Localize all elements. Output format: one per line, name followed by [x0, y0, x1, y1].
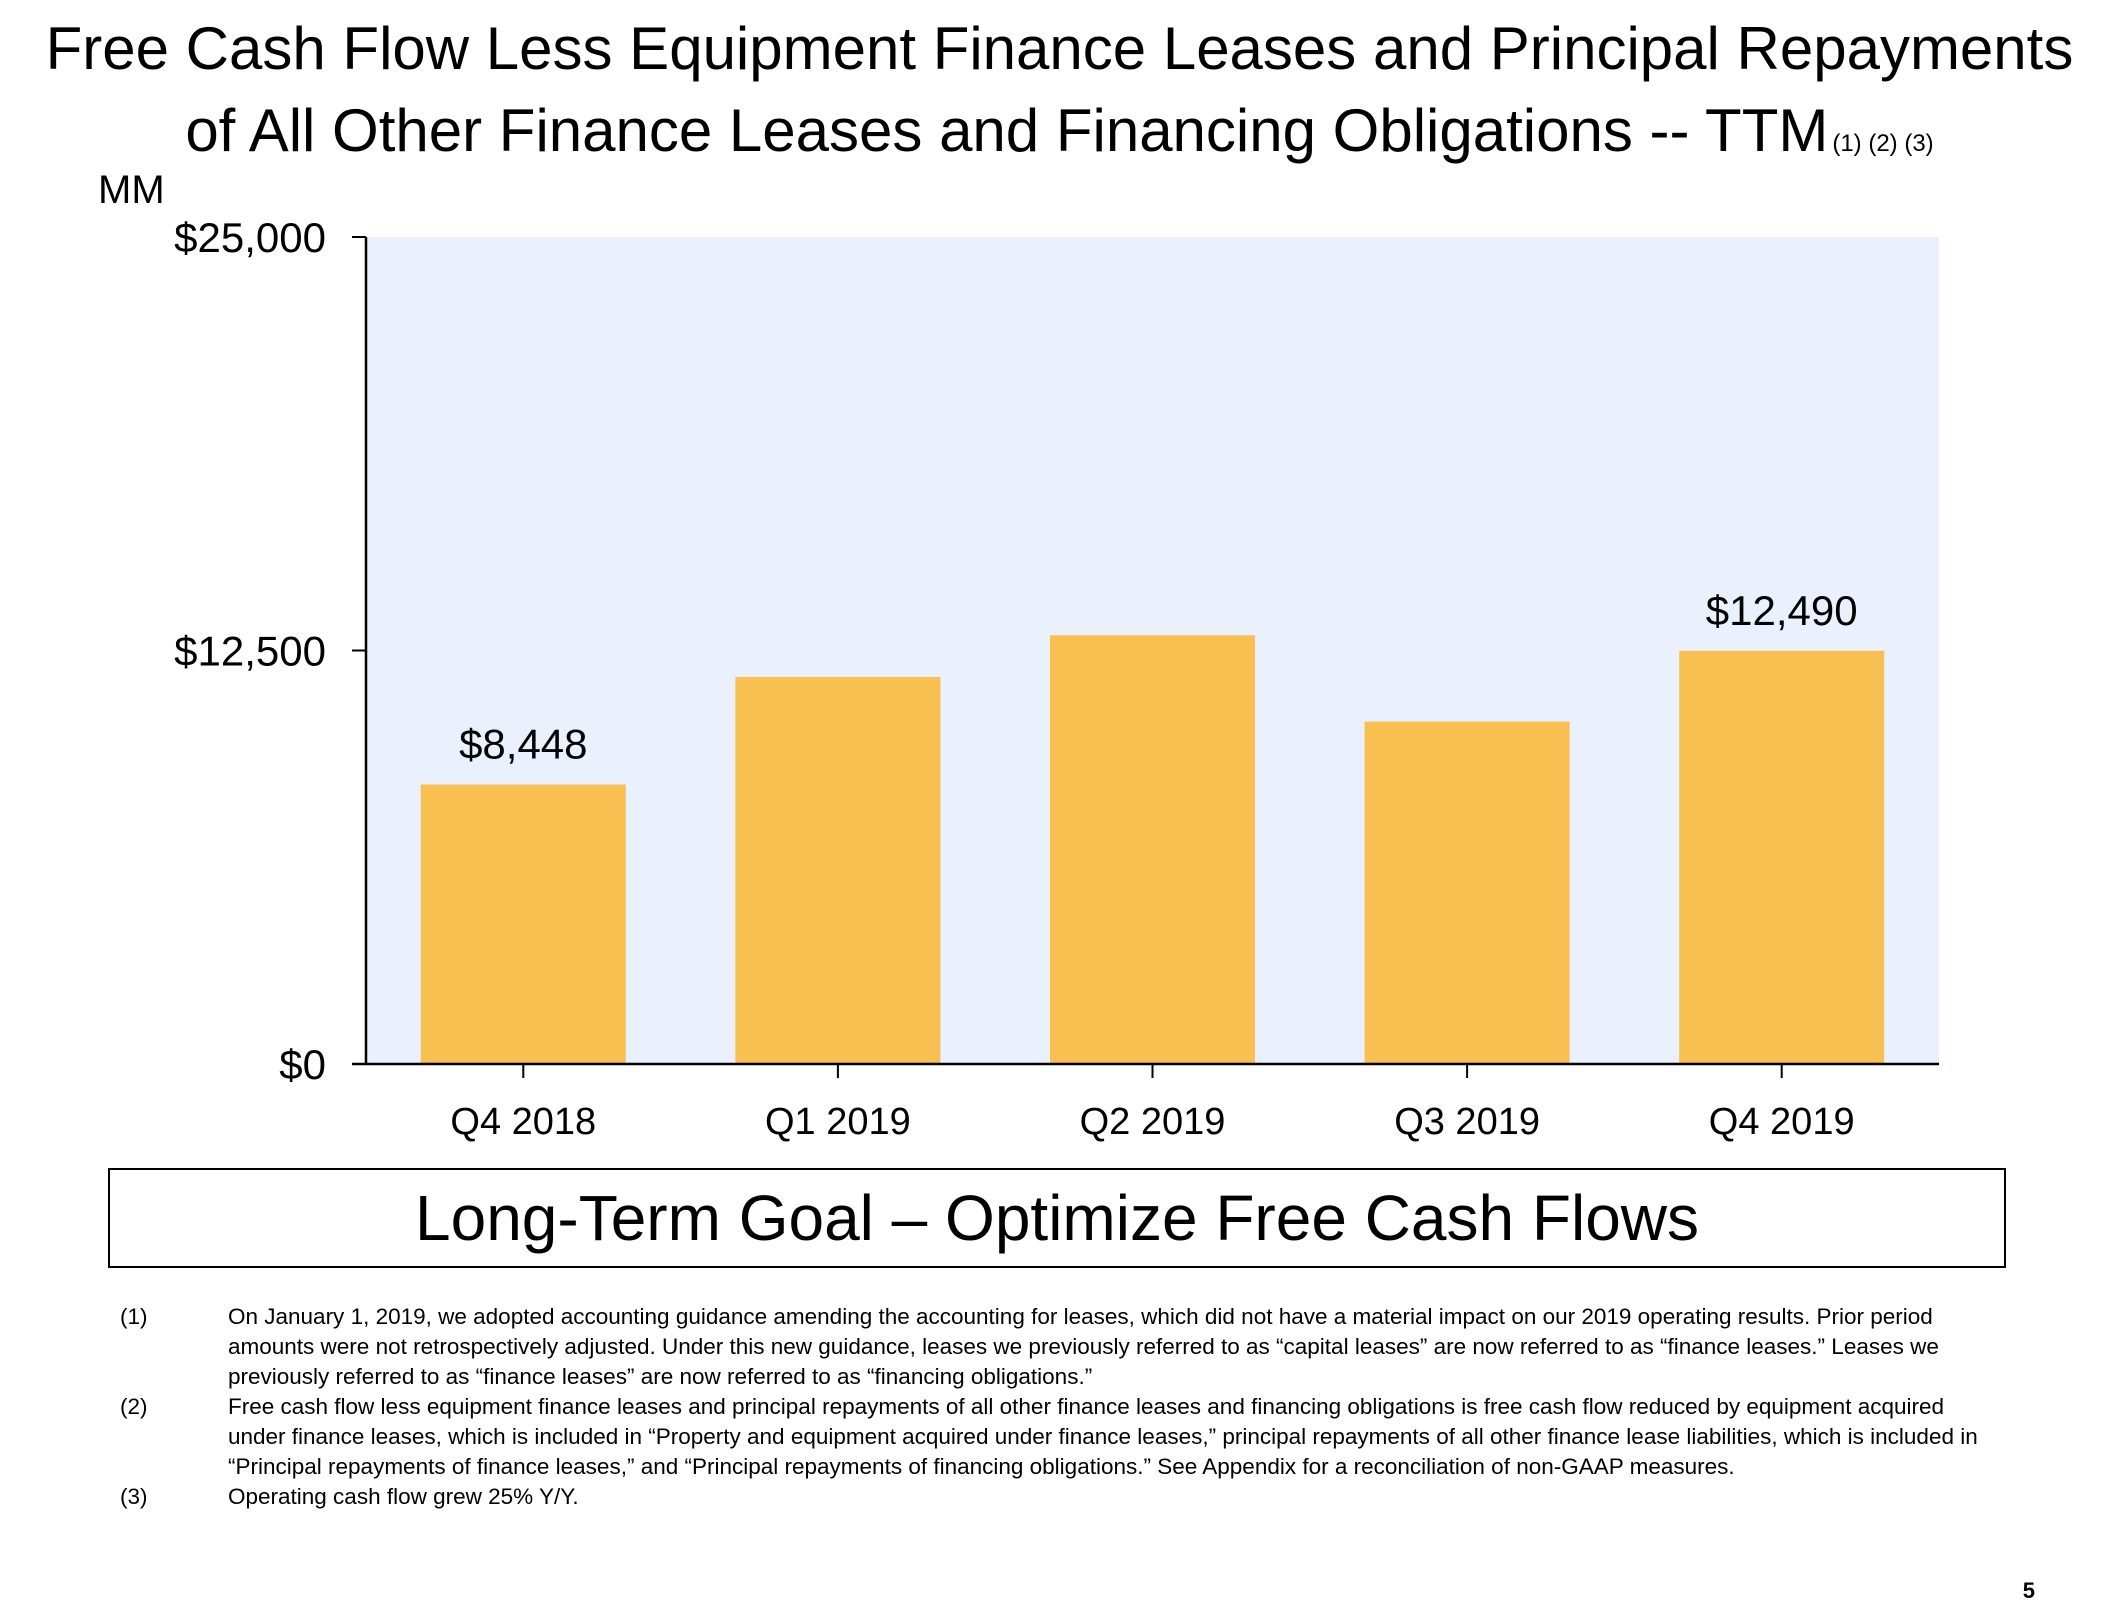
footnote-text: On January 1, 2019, we adopted accountin…: [228, 1304, 1939, 1389]
bar: [1364, 721, 1570, 1064]
footnote-text: Free cash flow less equipment finance le…: [228, 1394, 1978, 1479]
bar-chart: Q4 2018 $8,448 Q1 2019 Q2 2019 Q3 2019 Q4 201…: [174, 214, 1939, 1143]
goal-text: Long-Term Goal – Optimize Free Cash Flow…: [415, 1182, 1699, 1254]
y-tick-label: $12,500: [174, 628, 326, 675]
x-tick-label: Q2 2019: [1080, 1101, 1226, 1143]
y-tick-label: $0: [279, 1041, 326, 1088]
title-footnote-refs: (1) (2) (3): [1832, 130, 1934, 157]
bar: [735, 676, 941, 1064]
x-tick-label: Q1 2019: [765, 1101, 911, 1143]
title-line-1: Free Cash Flow Less Equipment Finance Le…: [45, 15, 2074, 82]
footnote-number: (3): [120, 1484, 148, 1509]
bar: [1679, 650, 1885, 1064]
footnote-text: Operating cash flow grew 25% Y/Y.: [228, 1484, 579, 1509]
x-tick-label: Q3 2019: [1394, 1101, 1540, 1143]
footnote-number: (1): [120, 1304, 148, 1329]
y-tick-label: $25,000: [174, 214, 326, 261]
page-number: 5: [2022, 1578, 2035, 1603]
title-line-2: of All Other Finance Leases and Financin…: [0, 90, 2119, 185]
footnotes: (1) On January 1, 2019, we adopted accou…: [120, 1302, 2000, 1512]
footnote: (3) Operating cash flow grew 25% Y/Y.: [120, 1482, 2000, 1512]
bar: [1050, 635, 1255, 1064]
slide-title: Free Cash Flow Less Equipment Finance Le…: [0, 8, 2119, 185]
footnote: (1) On January 1, 2019, we adopted accou…: [120, 1302, 2000, 1392]
data-label: $8,448: [459, 721, 587, 768]
bar: [420, 784, 626, 1064]
footnote-number: (2): [120, 1394, 148, 1419]
title-line-2-text: of All Other Finance Leases and Financin…: [185, 97, 1829, 164]
data-label: $12,490: [1706, 587, 1858, 634]
x-tick-label: Q4 2018: [450, 1101, 596, 1143]
footnote: (2) Free cash flow less equipment financ…: [120, 1392, 2000, 1482]
x-tick-label: Q4 2019: [1709, 1101, 1855, 1143]
unit-label: MM: [98, 168, 165, 212]
goal-box: Long-Term Goal – Optimize Free Cash Flow…: [108, 1168, 2006, 1268]
